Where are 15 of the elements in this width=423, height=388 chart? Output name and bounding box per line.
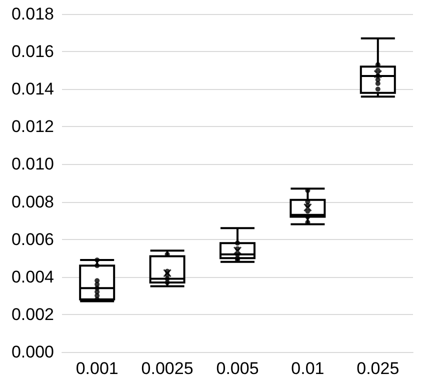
x-tick-label: 0.025 [356,359,400,378]
y-tick-label: 0.000 [11,342,54,362]
y-tick-label: 0.002 [11,304,54,324]
x-tick-label: 0.001 [76,359,118,378]
y-tick-label: 0.014 [11,80,54,99]
x-tick-label: 0.01 [291,359,324,378]
y-tick-label: 0.008 [11,192,54,212]
x-tick-label: 0.0025 [141,359,194,378]
y-tick-label: 0.016 [11,42,54,62]
x-tick-label: 0.005 [216,359,259,378]
y-tick-label: 0.006 [11,230,54,249]
y-tick-label: 0.010 [11,154,54,174]
y-tick-label: 0.004 [11,267,54,286]
y-tick-label: 0.018 [11,4,54,24]
y-tick-label: 0.012 [11,117,54,136]
